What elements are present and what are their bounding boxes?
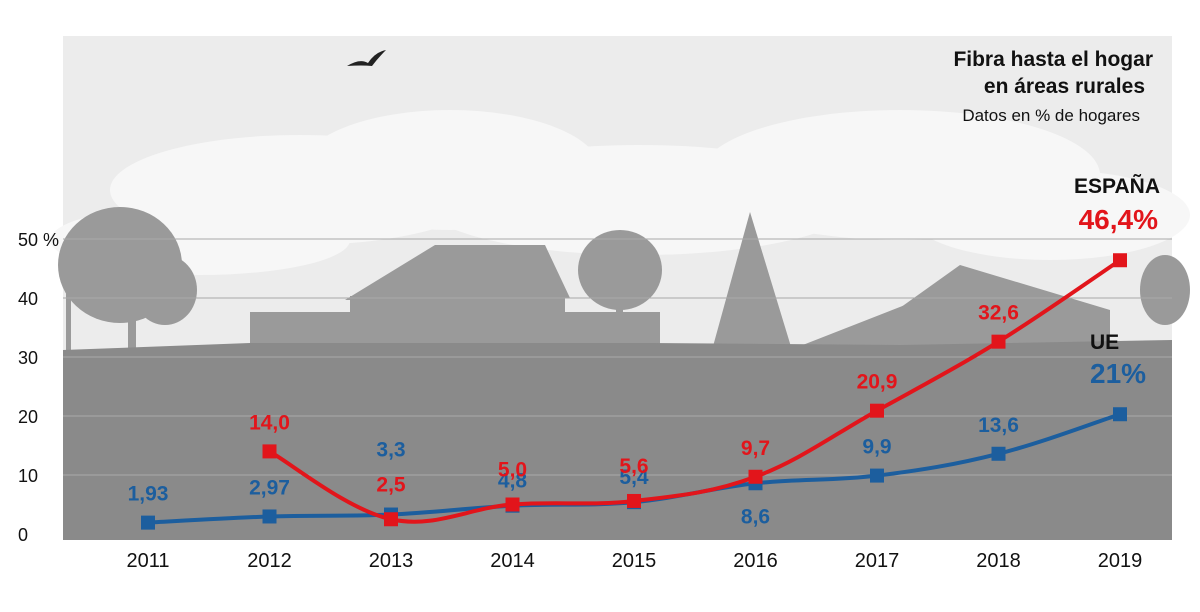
trees-and-houses-silhouette <box>58 207 1190 352</box>
y-tick-label: 10 <box>18 466 38 486</box>
espana-point <box>991 334 1006 349</box>
x-tick-label: 2011 <box>126 550 169 572</box>
ue-data-label: 3,3 <box>376 439 405 462</box>
ue-point <box>262 509 277 524</box>
ue-point <box>991 446 1006 461</box>
bird-icon <box>347 50 386 66</box>
y-tick-label: 40 <box>18 289 38 309</box>
espana-point <box>748 469 763 484</box>
ue-data-label: 5,4 <box>619 466 649 489</box>
chart-title-line-2: en áreas rurales <box>984 75 1145 98</box>
espana-data-label: 14,0 <box>249 411 290 434</box>
ue-headline-value: 21% <box>1090 358 1146 389</box>
gridlines <box>63 238 1172 476</box>
y-axis: 0 10 20 30 40 50 % <box>18 230 59 545</box>
ue-data-label: 1,93 <box>128 483 169 506</box>
espana-data-label: 5,6 <box>619 455 648 478</box>
ground-hills <box>63 340 1172 540</box>
x-tick-label: 2015 <box>612 550 657 572</box>
espana-point <box>627 493 641 508</box>
x-tick-label: 2014 <box>490 550 535 572</box>
espana-point <box>1113 253 1127 268</box>
espana-data-label: 32,6 <box>978 302 1019 325</box>
ue-point <box>1113 407 1127 422</box>
y-tick-label: 20 <box>18 407 38 427</box>
espana-point <box>505 497 520 512</box>
x-tick-label: 2016 <box>733 550 778 572</box>
rural-landscape-illustration <box>50 36 1190 540</box>
y-tick-label: 50 % <box>18 230 59 250</box>
ue-data-label: 4,8 <box>498 470 528 493</box>
ue-data-label: 9,9 <box>862 436 891 459</box>
ue-point <box>141 515 155 530</box>
espana-point <box>262 444 277 459</box>
x-axis: 2011 2012 2013 2014 2015 2016 2017 2018 2019 <box>126 550 1142 572</box>
y-tick-label: 0 <box>18 525 28 545</box>
espana-data-label: 2,5 <box>376 473 406 496</box>
chart-title-line-1: Fibra hasta el hogar <box>953 48 1153 71</box>
espana-point <box>870 403 884 418</box>
x-tick-label: 2012 <box>247 550 292 572</box>
ue-point <box>870 468 884 483</box>
x-tick-label: 2019 <box>1098 550 1143 572</box>
espana-data-label: 9,7 <box>741 437 770 460</box>
espana-point <box>384 512 398 527</box>
y-tick-label: 30 <box>18 348 38 368</box>
x-tick-label: 2013 <box>369 550 414 572</box>
espana-callout: ESPAÑA 46,4% <box>1074 175 1160 235</box>
ue-callout: UE 21% <box>1090 331 1146 389</box>
espana-data-label: 20,9 <box>857 371 898 394</box>
x-tick-label: 2018 <box>976 550 1021 572</box>
espana-headline-value: 46,4% <box>1079 204 1158 235</box>
series-layer: 1,93 2,97 3,3 4,8 5,4 8,6 9,9 13,6 14,0 2,5 5,0 5,6… <box>128 253 1127 530</box>
ue-data-label: 8,6 <box>741 505 770 528</box>
ue-data-label: 2,97 <box>249 476 290 499</box>
series-espana: 14,0 2,5 5,0 5,6 9,7 20,9 32,6 <box>249 253 1127 527</box>
espana-data-label: 5,0 <box>498 459 527 482</box>
ue-data-label: 13,6 <box>978 414 1019 437</box>
espana-series-name: ESPAÑA <box>1074 175 1160 198</box>
ue-series-name: UE <box>1090 331 1119 354</box>
chart-subtitle: Datos en % de hogares <box>962 106 1140 125</box>
x-tick-label: 2017 <box>855 550 900 572</box>
title-block: Fibra hasta el hogar en áreas rurales Da… <box>953 48 1153 125</box>
